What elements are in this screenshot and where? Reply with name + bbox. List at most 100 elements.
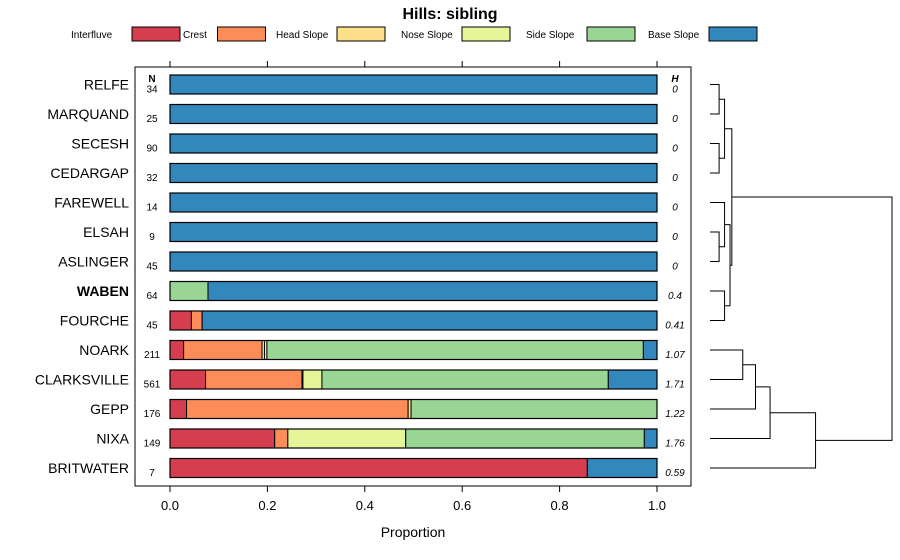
row-label-nixa: NIXA bbox=[96, 431, 129, 447]
chart-title: Hills: sibling bbox=[402, 6, 497, 23]
x-tick-label: 0.4 bbox=[356, 498, 374, 513]
bar-outline-gepp bbox=[169, 398, 658, 420]
h-value-secesh: 0 bbox=[672, 144, 678, 155]
bar-outline-britwater bbox=[169, 457, 658, 479]
legend-label-interfluve: Interfluve bbox=[71, 30, 113, 41]
x-tick-label: 0.8 bbox=[551, 498, 569, 513]
row-label-marquand: MARQUAND bbox=[47, 106, 129, 122]
x-tick-label: 0.0 bbox=[161, 498, 179, 513]
row-label-gepp: GEPP bbox=[90, 401, 129, 417]
bar-segment-gepp-side-slope bbox=[410, 399, 658, 419]
dendrogram-link bbox=[710, 364, 756, 410]
bar-segment-clarksville-interfluve bbox=[169, 369, 207, 390]
bar-segment-nixa-crest bbox=[274, 428, 289, 449]
bar-segment-clarksville-side-slope bbox=[321, 369, 609, 390]
legend-swatch-base-slope bbox=[708, 26, 758, 42]
n-value-relfe: 34 bbox=[146, 85, 158, 96]
dendrogram bbox=[710, 84, 893, 469]
bar-segment-noark-base-slope bbox=[642, 340, 658, 360]
bar-segment-gepp-interfluve bbox=[169, 399, 188, 419]
n-value-secesh: 90 bbox=[146, 144, 158, 155]
dendrogram-link bbox=[731, 196, 893, 441]
dendrogram-link bbox=[719, 98, 726, 159]
row-label-aslinger: ASLINGER bbox=[58, 254, 129, 270]
dendrogram-link bbox=[710, 349, 744, 380]
bar-segment-elsah-base-slope bbox=[169, 222, 658, 242]
bar-segment-cedargap-base-slope bbox=[169, 163, 658, 183]
n-value-farewell: 14 bbox=[146, 203, 158, 214]
dendrogram-link bbox=[710, 290, 726, 321]
bar-segment-noark-crest bbox=[183, 340, 263, 360]
bar-outline-cedargap bbox=[169, 162, 658, 184]
dendrogram-link bbox=[724, 128, 733, 266]
bar-segment-relfe-base-slope bbox=[169, 74, 658, 95]
n-value-cedargap: 32 bbox=[146, 173, 158, 184]
dendrogram-link bbox=[710, 231, 720, 262]
bar-segment-clarksville-nose-slope bbox=[302, 369, 323, 390]
plot-frame bbox=[134, 66, 692, 487]
bar-outline-secesh bbox=[169, 133, 658, 154]
h-value-nixa: 1.76 bbox=[665, 439, 685, 450]
dendrogram-link bbox=[710, 84, 720, 115]
n-value-clarksville: 561 bbox=[144, 380, 161, 391]
bar-segment-clarksville-crest bbox=[205, 369, 303, 390]
x-axis-title: Proportion bbox=[381, 524, 446, 540]
bar-outline-clarksville bbox=[169, 369, 658, 390]
h-value-fourche: 0.41 bbox=[665, 321, 684, 332]
legend-swatch-crest bbox=[217, 26, 266, 42]
bar-segment-britwater-interfluve bbox=[169, 458, 588, 478]
bar-segment-marquand-base-slope bbox=[169, 104, 658, 124]
row-label-fourche: FOURCHE bbox=[60, 313, 129, 329]
dendrogram-link bbox=[724, 224, 731, 307]
h-value-aslinger: 0 bbox=[672, 262, 678, 273]
bar-segment-nixa-side-slope bbox=[405, 428, 645, 449]
dendrogram-link bbox=[710, 202, 726, 248]
x-axis: 0.0 0.2 0.4 0.6 0.8 1.0 bbox=[161, 61, 666, 513]
n-value-britwater: 7 bbox=[149, 468, 155, 479]
bar-outline-aslinger bbox=[169, 251, 658, 272]
x-tick-label: 1.0 bbox=[648, 498, 666, 513]
n-value-aslinger: 45 bbox=[146, 262, 158, 273]
bar-segment-nixa-base-slope bbox=[643, 428, 658, 449]
bar-segment-britwater-base-slope bbox=[586, 458, 658, 478]
h-value-clarksville: 1.71 bbox=[665, 380, 684, 391]
n-value-nixa: 149 bbox=[144, 439, 161, 450]
n-value-marquand: 25 bbox=[146, 114, 158, 125]
h-value-farewell: 0 bbox=[672, 203, 678, 214]
row-label-relfe: RELFE bbox=[84, 77, 129, 93]
x-tick-label: 0.6 bbox=[453, 498, 471, 513]
h-header: H bbox=[671, 74, 679, 85]
bar-outline-fourche bbox=[169, 310, 658, 331]
row-label-elsah: ELSAH bbox=[83, 224, 129, 240]
dendrogram-link bbox=[710, 386, 771, 439]
h-value-waben: 0.4 bbox=[668, 291, 682, 302]
h-value-britwater: 0.59 bbox=[665, 468, 685, 479]
n-value-gepp: 176 bbox=[144, 409, 161, 420]
bar-segment-nixa-interfluve bbox=[169, 428, 276, 449]
h-value-cedargap: 0 bbox=[672, 173, 678, 184]
bar-segment-fourche-crest bbox=[190, 310, 203, 331]
row-label-secesh: SECESH bbox=[71, 136, 129, 152]
bar-segment-fourche-interfluve bbox=[169, 310, 192, 331]
legend-swatch-head-slope bbox=[336, 26, 386, 42]
n-value-noark: 211 bbox=[144, 350, 160, 361]
dendrogram-link bbox=[710, 143, 720, 174]
row-label-clarksville: CLARKSVILLE bbox=[35, 372, 129, 388]
bar-segment-farewell-base-slope bbox=[169, 192, 658, 213]
bar-segment-waben-side-slope bbox=[169, 281, 209, 301]
bar-segment-secesh-base-slope bbox=[169, 133, 658, 154]
legend-label-side-slope: Side Slope bbox=[526, 30, 575, 41]
h-value-elsah: 0 bbox=[672, 232, 678, 243]
bar-segment-waben-base-slope bbox=[207, 281, 658, 301]
legend-swatch-nose-slope bbox=[461, 26, 511, 42]
bar-segment-noark-interfluve bbox=[169, 340, 185, 360]
legend-label-base-slope: Base Slope bbox=[648, 30, 700, 41]
bar-segment-noark-side-slope bbox=[266, 340, 644, 360]
bar-outline-relfe bbox=[169, 74, 658, 95]
h-value-marquand: 0 bbox=[672, 114, 678, 125]
n-value-elsah: 9 bbox=[149, 232, 155, 243]
h-value-gepp: 1.22 bbox=[665, 409, 685, 420]
row-label-noark: NOARK bbox=[79, 342, 129, 358]
